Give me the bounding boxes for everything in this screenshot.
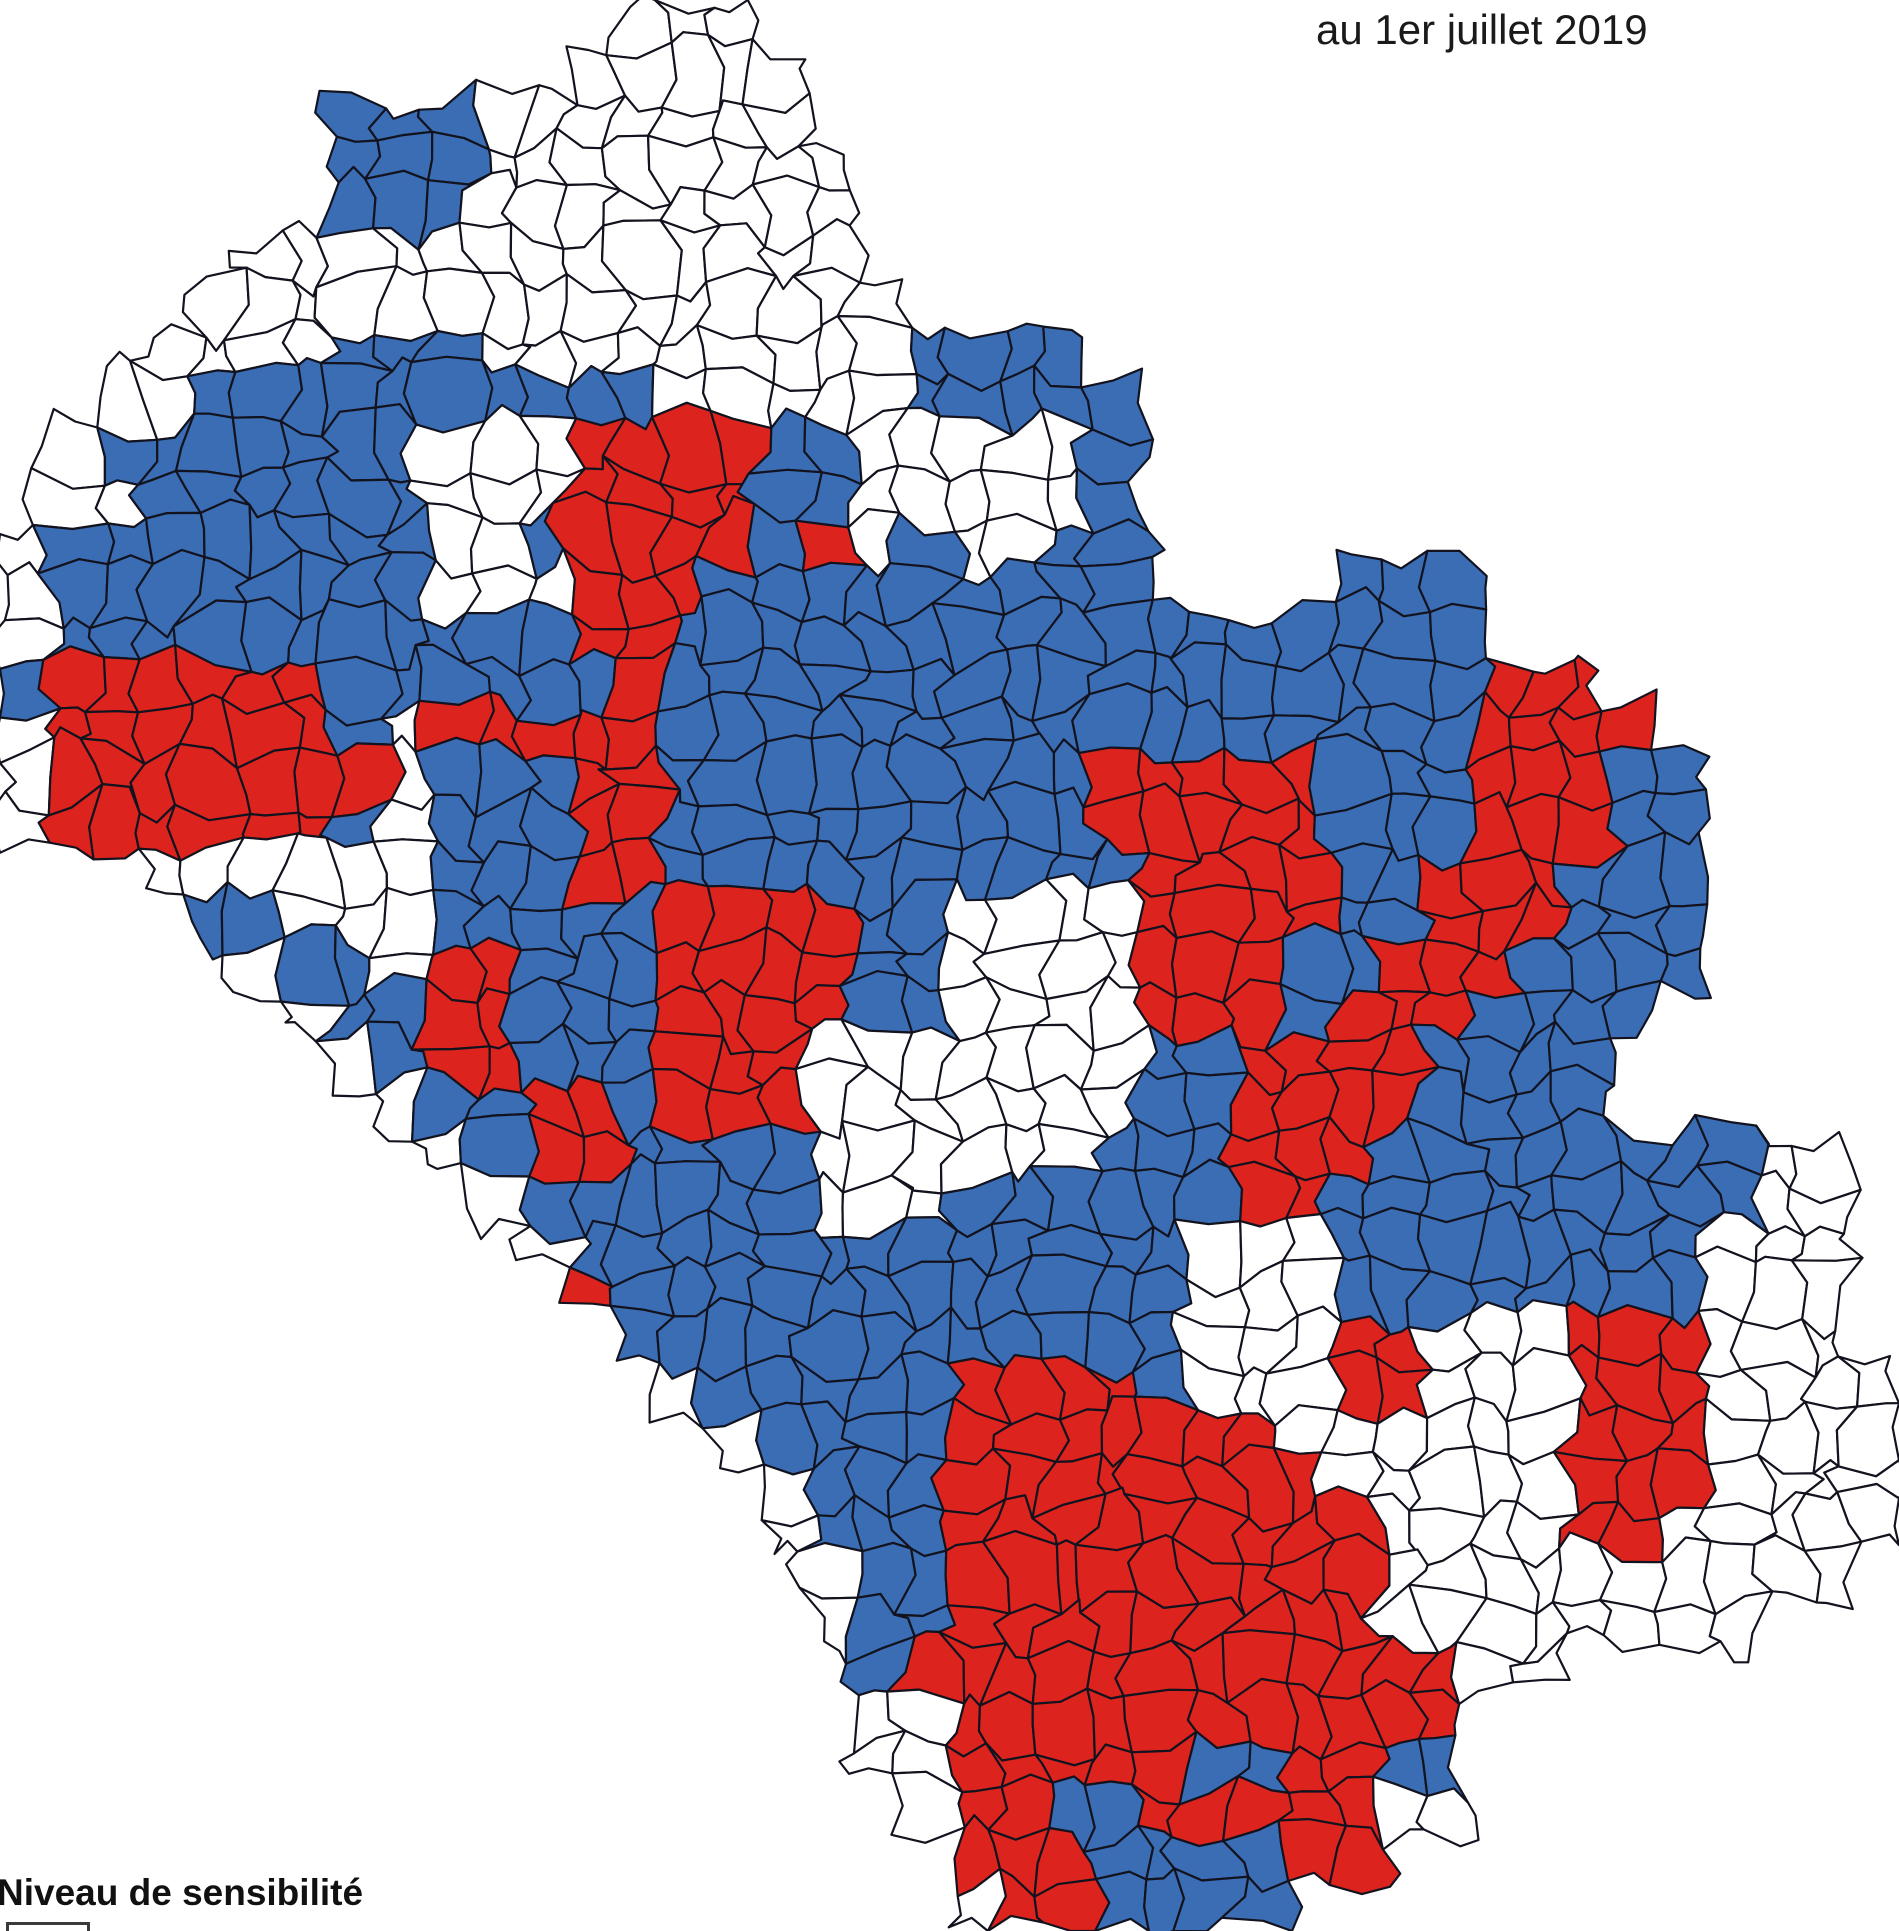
commune-cell xyxy=(1601,979,1662,1040)
commune-cell xyxy=(1803,1540,1863,1611)
commune-cell xyxy=(422,267,496,337)
commune-cell xyxy=(1659,831,1710,908)
commune-cell xyxy=(1595,688,1658,753)
commune-cell xyxy=(947,1867,1007,1931)
commune-cell xyxy=(1220,1875,1304,1931)
commune-cell xyxy=(1094,1870,1150,1931)
commune-cell xyxy=(1837,1354,1899,1408)
commune-cell xyxy=(1708,1590,1774,1664)
legend-title: Niveau de sensibilité xyxy=(0,1872,364,1913)
commune-cell xyxy=(1415,1787,1480,1848)
commune-cell xyxy=(1143,1867,1186,1931)
map-title: au 1er juillet 2019 xyxy=(1316,6,1648,53)
commune-cell xyxy=(402,355,494,434)
legend: Niveau de sensibilité xyxy=(0,1872,600,1931)
commune-cell xyxy=(1509,1632,1571,1684)
commune-cell xyxy=(1659,947,1712,1000)
commune-cell xyxy=(1650,744,1711,796)
commune-cell xyxy=(1328,1824,1402,1896)
commune-cell xyxy=(1836,1482,1899,1547)
commune-cell xyxy=(1428,602,1488,671)
commune-cell xyxy=(1653,1603,1722,1655)
commune-cell xyxy=(1823,1459,1899,1500)
commune-cell xyxy=(1835,1402,1899,1478)
commune-cell xyxy=(755,734,818,817)
commune-cell xyxy=(1033,1878,1111,1931)
legend-swatch xyxy=(6,1922,90,1931)
commune-cell xyxy=(1417,549,1488,614)
commune-cell xyxy=(785,1541,864,1600)
